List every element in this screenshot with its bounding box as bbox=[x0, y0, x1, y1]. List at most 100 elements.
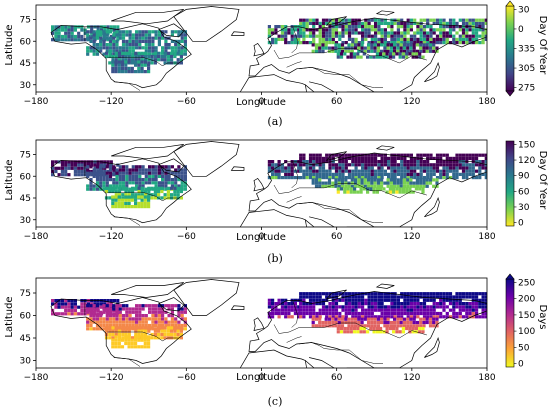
data-pixel bbox=[54, 38, 58, 42]
data-pixel bbox=[337, 46, 341, 50]
data-pixel bbox=[73, 160, 77, 164]
coast-iceland bbox=[230, 305, 245, 310]
data-pixel bbox=[445, 41, 449, 45]
data-pixel bbox=[445, 292, 449, 296]
data-pixel bbox=[108, 336, 112, 340]
data-pixel bbox=[422, 18, 427, 22]
data-pixel bbox=[347, 181, 351, 185]
data-pixel bbox=[120, 63, 125, 67]
data-pixel bbox=[350, 46, 354, 50]
data-pixel bbox=[367, 28, 371, 32]
data-pixel bbox=[173, 54, 177, 59]
data-pixel bbox=[164, 171, 168, 175]
data-pixel bbox=[137, 338, 141, 342]
data-pixel bbox=[83, 163, 87, 167]
data-pixel bbox=[419, 169, 423, 173]
data-pixel bbox=[117, 195, 121, 199]
data-pixel bbox=[426, 18, 430, 22]
data-pixel bbox=[89, 49, 93, 53]
data-pixel bbox=[141, 168, 145, 172]
data-pixel bbox=[331, 31, 335, 35]
data-pixel bbox=[379, 187, 383, 191]
data-pixel bbox=[164, 30, 168, 34]
data-pixel bbox=[375, 330, 379, 334]
data-pixel bbox=[314, 43, 319, 47]
data-pixel bbox=[376, 320, 380, 325]
data-pixel bbox=[302, 41, 306, 45]
data-pixel bbox=[452, 298, 456, 302]
data-pixel bbox=[435, 34, 440, 38]
data-pixel bbox=[396, 166, 400, 170]
data-pixel bbox=[403, 308, 407, 312]
data-pixel bbox=[331, 41, 335, 45]
data-pixel bbox=[339, 55, 344, 59]
data-pixel bbox=[141, 165, 145, 169]
data-pixel bbox=[177, 320, 181, 324]
data-pixel bbox=[102, 39, 106, 43]
data-pixel bbox=[461, 166, 466, 170]
data-pixel bbox=[140, 63, 144, 67]
data-pixel bbox=[413, 18, 417, 22]
data-pixel bbox=[180, 49, 184, 53]
data-pixel bbox=[363, 324, 367, 328]
data-pixel bbox=[315, 18, 319, 22]
data-pixel bbox=[406, 169, 410, 173]
data-pixel bbox=[402, 49, 406, 53]
data-pixel bbox=[380, 172, 384, 176]
border bbox=[299, 202, 383, 223]
data-pixel bbox=[57, 312, 61, 316]
data-pixel bbox=[351, 160, 355, 164]
data-pixel bbox=[118, 49, 122, 53]
data-pixel bbox=[109, 160, 113, 164]
data-pixel bbox=[135, 184, 139, 188]
data-pixel bbox=[299, 34, 303, 38]
data-pixel bbox=[160, 336, 164, 340]
data-pixel bbox=[334, 178, 338, 182]
data-pixel bbox=[387, 295, 391, 299]
data-pixel bbox=[367, 305, 371, 309]
data-pixel bbox=[170, 58, 174, 62]
data-pixel bbox=[380, 156, 384, 160]
data-pixel bbox=[151, 323, 155, 328]
data-pixel bbox=[458, 163, 462, 167]
data-pixel bbox=[429, 311, 433, 316]
data-pixel bbox=[137, 58, 141, 62]
data-pixel bbox=[461, 37, 466, 41]
data-pixel bbox=[354, 160, 358, 164]
data-pixel bbox=[484, 31, 487, 35]
data-pixel bbox=[114, 326, 118, 330]
data-pixel bbox=[127, 195, 131, 199]
data-pixel bbox=[374, 176, 378, 180]
data-pixel bbox=[351, 176, 355, 180]
data-pixel bbox=[128, 49, 132, 53]
data-pixel bbox=[458, 311, 462, 316]
data-pixel bbox=[386, 184, 390, 188]
data-pixel bbox=[354, 292, 358, 296]
data-pixel bbox=[311, 324, 315, 328]
data-pixel bbox=[458, 292, 462, 296]
data-pixel bbox=[403, 163, 407, 167]
data-pixel bbox=[70, 34, 74, 39]
data-pixel bbox=[409, 25, 413, 29]
data-pixel bbox=[377, 18, 381, 22]
data-pixel bbox=[380, 166, 384, 170]
data-pixel bbox=[452, 25, 456, 29]
data-pixel bbox=[351, 298, 355, 302]
data-pixel bbox=[349, 330, 353, 334]
data-pixel bbox=[117, 338, 121, 342]
data-pixels bbox=[51, 292, 487, 349]
data-pixel bbox=[343, 52, 347, 56]
data-pixel bbox=[328, 37, 332, 41]
data-pixel bbox=[160, 196, 164, 200]
data-pixel bbox=[389, 324, 393, 328]
data-pixel bbox=[124, 329, 128, 333]
data-pixel bbox=[140, 335, 144, 339]
data-pixel bbox=[405, 55, 409, 59]
data-pixel bbox=[297, 169, 301, 173]
data-pixel bbox=[103, 28, 107, 32]
data-pixel bbox=[305, 176, 309, 180]
data-pixel bbox=[325, 31, 329, 35]
data-pixel bbox=[308, 34, 313, 38]
data-pixel bbox=[86, 30, 90, 34]
data-pixel bbox=[115, 49, 119, 53]
